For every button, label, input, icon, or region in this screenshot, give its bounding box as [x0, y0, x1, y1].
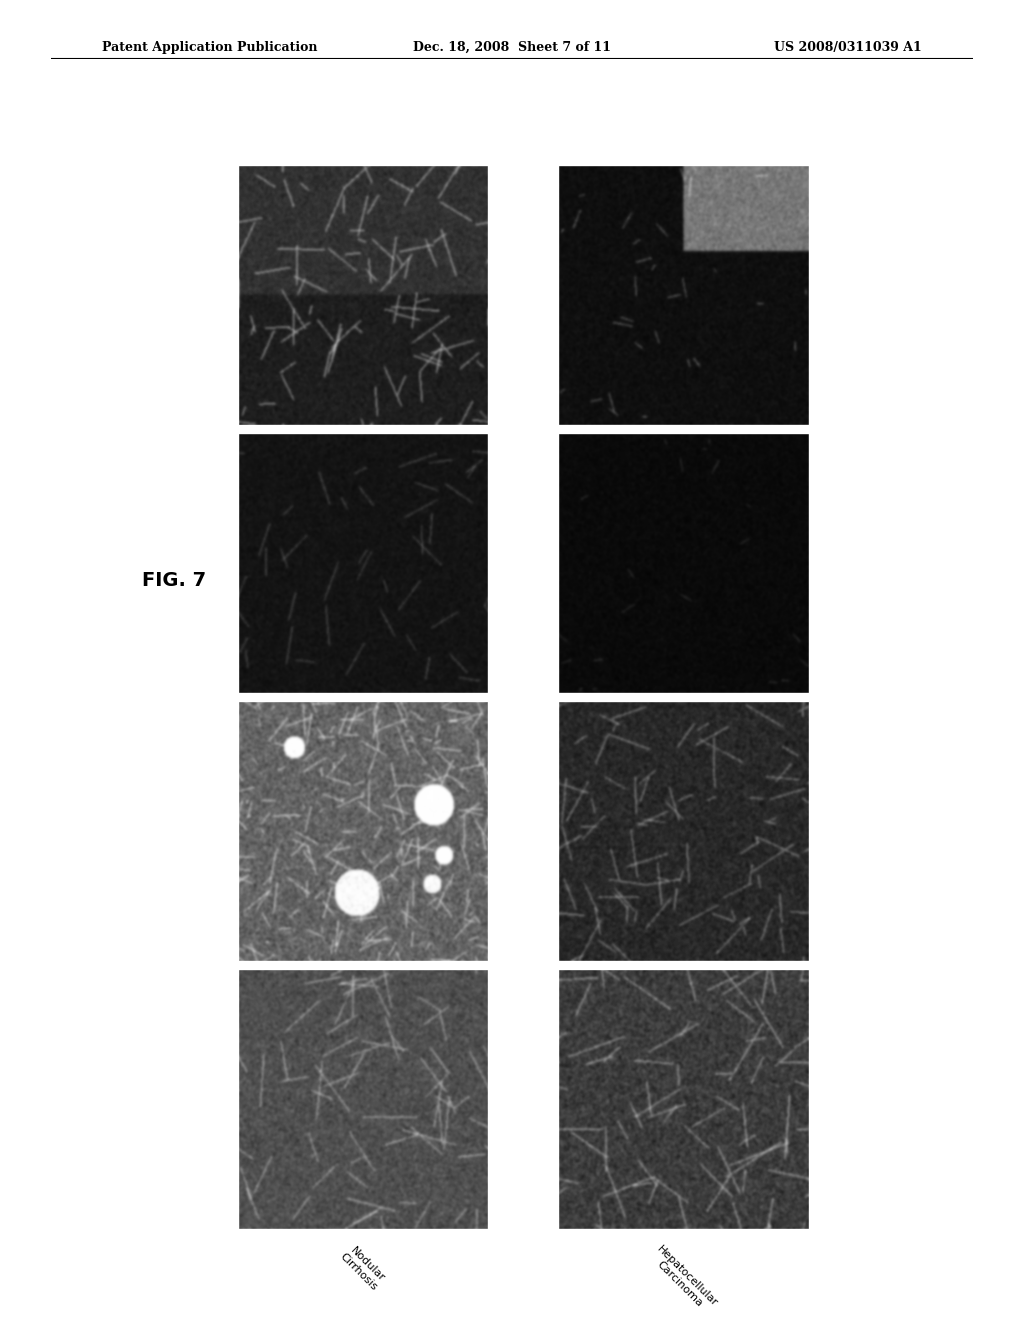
- Text: FIG. 7: FIG. 7: [142, 572, 206, 590]
- Text: Hepatocellular
Carcinoma: Hepatocellular Carcinoma: [647, 1243, 720, 1316]
- Text: Patent Application Publication: Patent Application Publication: [102, 41, 317, 54]
- Text: Dec. 18, 2008  Sheet 7 of 11: Dec. 18, 2008 Sheet 7 of 11: [413, 41, 611, 54]
- Text: US 2008/0311039 A1: US 2008/0311039 A1: [774, 41, 922, 54]
- Text: Nodular
Cirrhosis: Nodular Cirrhosis: [338, 1243, 388, 1292]
